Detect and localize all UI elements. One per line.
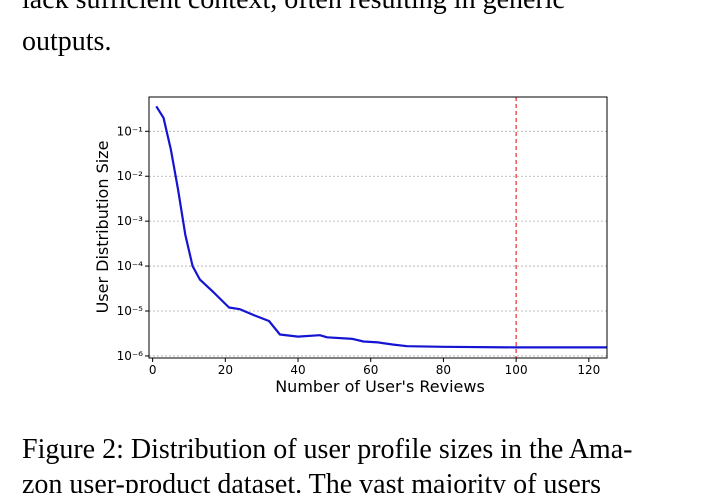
caption: Figure 2: Distribution of user profile s… bbox=[22, 434, 632, 465]
x-tick-label: 0 bbox=[149, 363, 157, 377]
plot-frame bbox=[148, 96, 608, 359]
x-tick-label: 120 bbox=[577, 363, 600, 377]
y-tick-label: 10⁻³ bbox=[117, 214, 144, 228]
x-tick-label: 80 bbox=[436, 363, 451, 377]
body-text: lack sufficient context, often resulting… bbox=[22, 0, 565, 15]
y-tick-label: 10⁻⁴ bbox=[117, 259, 144, 273]
y-tick-label: 10⁻² bbox=[117, 169, 144, 183]
y-tick-label: 10⁻¹ bbox=[117, 124, 144, 138]
caption: zon user-product dataset. The vast major… bbox=[22, 469, 601, 493]
body-text: outputs. bbox=[22, 26, 111, 57]
x-axis-label: Number of User's Reviews bbox=[275, 377, 485, 396]
y-tick-label: 10⁻⁶ bbox=[117, 349, 144, 363]
x-tick-label: 40 bbox=[290, 363, 305, 377]
x-tick-label: 60 bbox=[363, 363, 378, 377]
x-tick-label: 20 bbox=[218, 363, 233, 377]
y-axis-label: User Distribution Size bbox=[93, 141, 112, 314]
x-tick-label: 100 bbox=[505, 363, 528, 377]
y-tick-label: 10⁻⁵ bbox=[117, 304, 144, 318]
data-line bbox=[155, 105, 607, 349]
